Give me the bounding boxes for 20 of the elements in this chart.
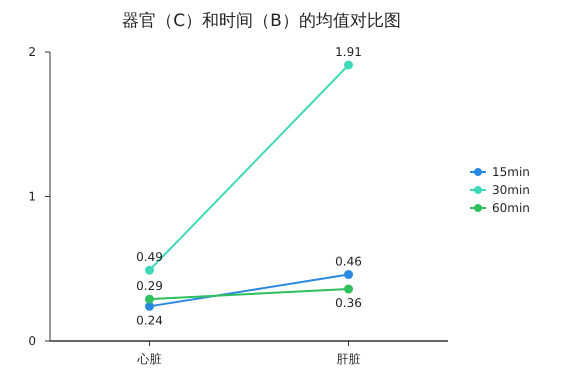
data-label: 0.46 [335,254,362,269]
point [344,284,353,294]
legend-label: 60min [492,201,530,215]
x-tick-label: 肝脏 [336,352,360,366]
point [344,60,353,70]
data-label: 0.49 [136,250,163,264]
y-tick-label: 0 [28,334,36,348]
legend-label: 30min [492,183,530,197]
y-tick-label: 2 [28,45,36,59]
x-tick-label: 心脏 [136,352,162,366]
data-label: 0.24 [136,313,163,328]
data-label: 0.36 [335,296,362,310]
y-tick-label: 1 [28,190,36,204]
chart-title: 器官（C）和时间（B）的均值对比图 [122,11,401,31]
data-label: 1.91 [335,45,362,60]
point [344,270,353,280]
point [145,294,154,304]
point [145,266,154,275]
data-label: 0.29 [136,279,163,294]
legend-label: 15min [492,165,530,179]
